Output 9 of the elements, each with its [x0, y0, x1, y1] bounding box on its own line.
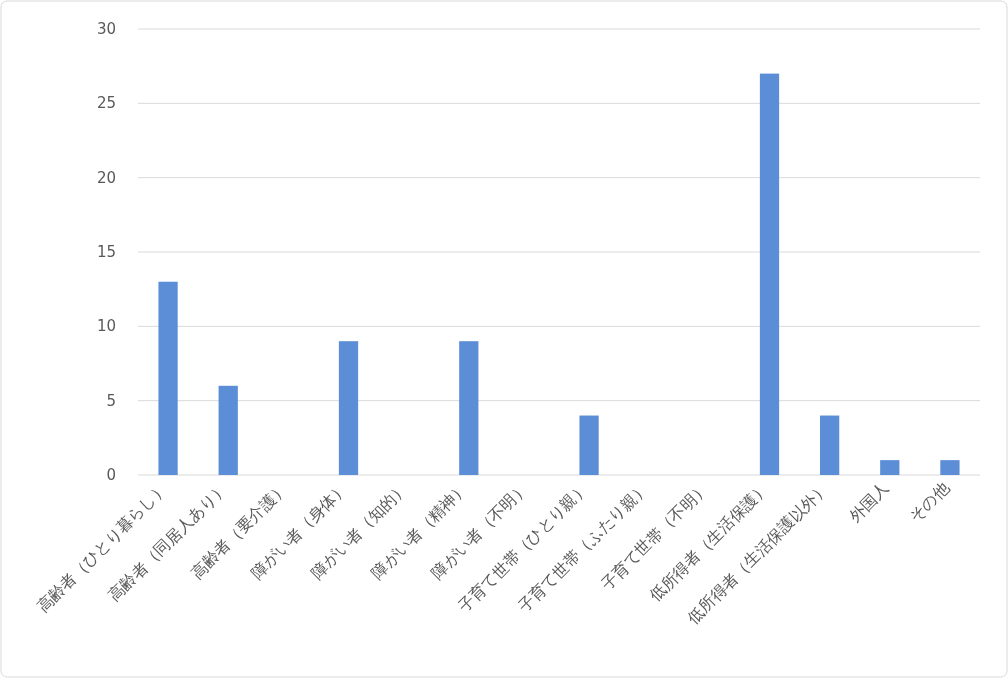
- x-tick-label: その他: [905, 478, 953, 526]
- y-tick-label: 15: [96, 243, 116, 261]
- y-tick-label: 5: [106, 391, 116, 410]
- x-tick-label: 外国人: [845, 478, 893, 526]
- y-tick-label: 25: [96, 94, 116, 113]
- y-tick-label: 10: [96, 317, 116, 336]
- y-tick-label: 20: [96, 168, 116, 187]
- y-tick-label: 0: [106, 466, 116, 484]
- y-tick-label: 30: [96, 20, 116, 38]
